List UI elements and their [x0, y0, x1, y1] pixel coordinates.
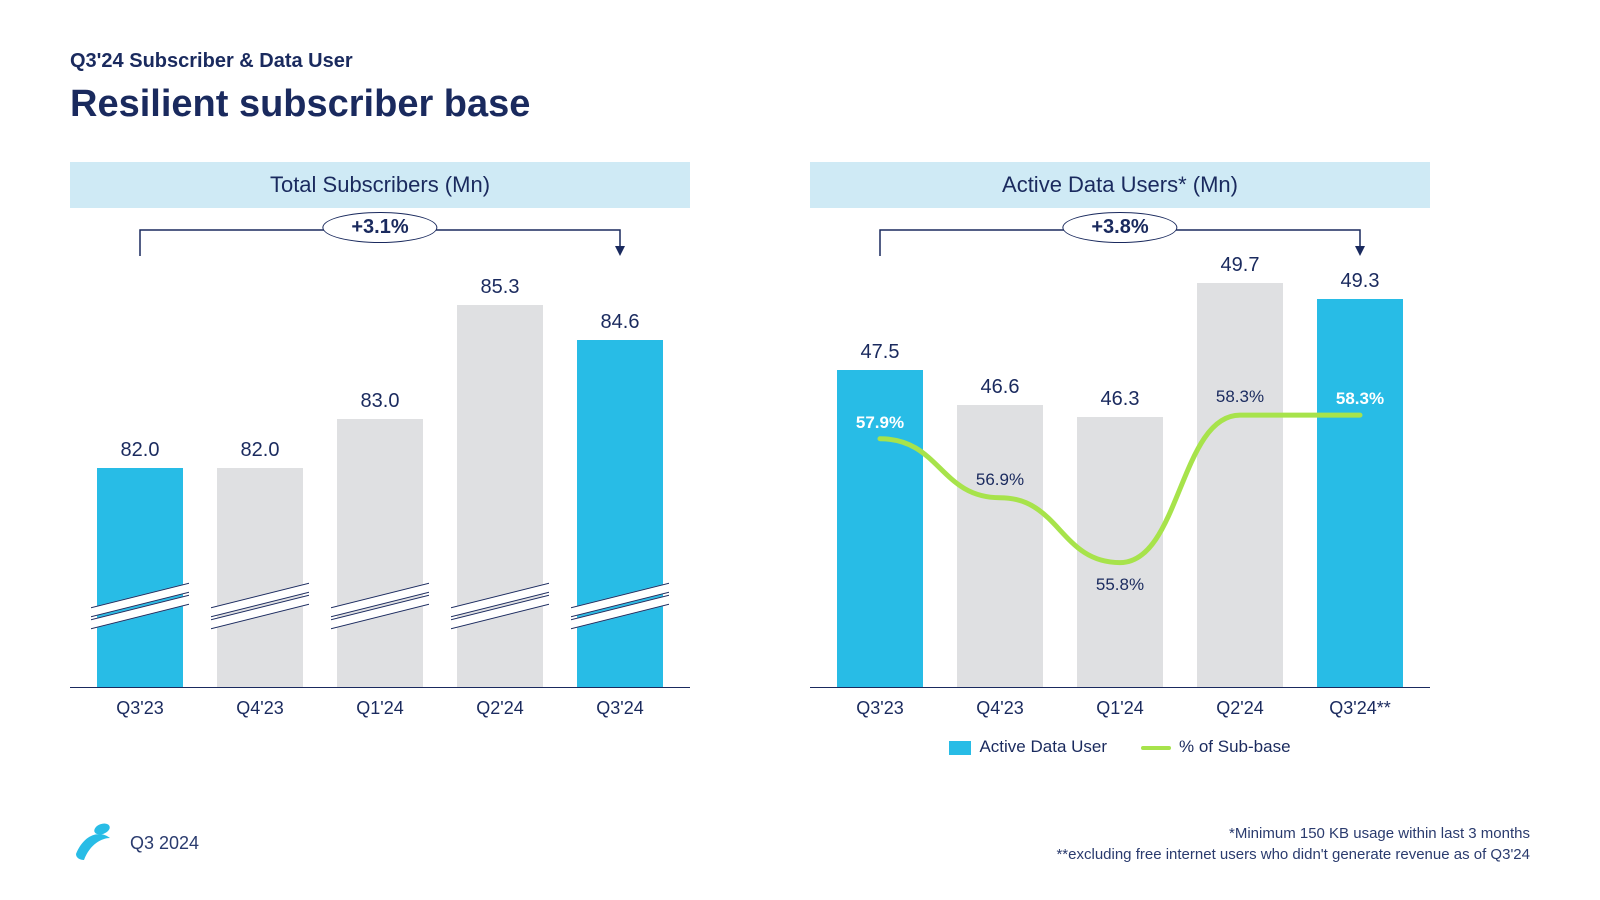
legend-line: % of Sub-base [1141, 737, 1291, 757]
x-tick-label: Q2'24 [454, 698, 546, 719]
bar: 46.6 [954, 376, 1046, 687]
x-axis: Q3'23 Q4'23 Q1'24 Q2'24 Q3'24 [70, 688, 690, 719]
slide: Q3'24 Subscriber & Data User Resilient s… [0, 0, 1600, 900]
brand: Q3 2024 [70, 820, 199, 866]
footnotes: *Minimum 150 KB usage within last 3 mont… [1056, 823, 1530, 867]
legend-bar: Active Data User [949, 737, 1107, 757]
x-tick-label: Q2'24 [1194, 698, 1286, 719]
charts-row: Total Subscribers (Mn) +3.1% 82.0 82.0 83.… [70, 162, 1530, 757]
axis-break-icon [451, 595, 549, 617]
bar-rect [957, 405, 1043, 687]
x-tick-label: Q4'23 [214, 698, 306, 719]
pct-label: 55.8% [1096, 575, 1144, 595]
bar: 47.5 [834, 341, 926, 687]
bar-value-label: 84.6 [601, 311, 640, 334]
footnote-2: **excluding free internet users who didn… [1056, 844, 1530, 866]
pct-label: 58.3% [1216, 387, 1264, 407]
bar-value-label: 46.6 [981, 376, 1020, 399]
bar-value-label: 46.3 [1101, 388, 1140, 411]
total-subscribers-panel: Total Subscribers (Mn) +3.1% 82.0 82.0 83.… [70, 162, 690, 757]
total-subscribers-plot: +3.1% 82.082.083.085.384.6 [70, 258, 690, 688]
x-tick-label: Q3'23 [834, 698, 926, 719]
bar: 84.6 [574, 311, 666, 687]
bar-rect [1077, 417, 1163, 687]
x-tick-label: Q1'24 [334, 698, 426, 719]
growth-label: +3.1% [322, 212, 437, 243]
bar-rect [457, 305, 543, 687]
footer: Q3 2024 *Minimum 150 KB usage within las… [70, 820, 1530, 866]
bar: 49.3 [1314, 270, 1406, 688]
x-tick-label: Q3'24** [1314, 698, 1406, 719]
bar-rect [337, 419, 423, 687]
kicker: Q3'24 Subscriber & Data User [70, 50, 1530, 73]
bar-value-label: 83.0 [361, 390, 400, 413]
panel-title: Active Data Users* (Mn) [810, 162, 1430, 208]
bar-value-label: 49.7 [1221, 254, 1260, 277]
active-data-users-plot: +3.8% 47.546.646.349.749.3 57.9%56.9%55.… [810, 258, 1430, 688]
bar-value-label: 47.5 [861, 341, 900, 364]
bar-value-label: 82.0 [121, 439, 160, 462]
bar-value-label: 49.3 [1341, 270, 1380, 293]
bar-rect [1317, 299, 1403, 688]
growth-annotation: +3.1% [70, 212, 690, 256]
axis-break-icon [211, 595, 309, 617]
bar: 85.3 [454, 276, 546, 687]
x-tick-label: Q3'23 [94, 698, 186, 719]
bar: 49.7 [1194, 254, 1286, 687]
x-tick-label: Q4'23 [954, 698, 1046, 719]
bar-rect [217, 468, 303, 687]
pct-label: 57.9% [856, 413, 904, 433]
bar-value-label: 85.3 [481, 276, 520, 299]
x-axis: Q3'23 Q4'23 Q1'24 Q2'24 Q3'24** [810, 688, 1430, 719]
footer-period: Q3 2024 [130, 833, 199, 854]
bar: 82.0 [214, 439, 306, 687]
bar-rect [97, 468, 183, 687]
bar-rect [577, 340, 663, 687]
pct-label: 56.9% [976, 470, 1024, 490]
x-tick-label: Q1'24 [1074, 698, 1166, 719]
page-title: Resilient subscriber base [70, 83, 1530, 126]
active-data-users-panel: Active Data Users* (Mn) +3.8% 47.5 46.6 46… [810, 162, 1430, 757]
footnote-1: *Minimum 150 KB usage within last 3 mont… [1056, 823, 1530, 845]
growth-annotation: +3.8% [810, 212, 1430, 256]
logo-icon [70, 820, 116, 866]
bar: 82.0 [94, 439, 186, 687]
bar: 46.3 [1074, 388, 1166, 687]
bar: 83.0 [334, 390, 426, 687]
legend: Active Data User % of Sub-base [810, 737, 1430, 757]
panel-title: Total Subscribers (Mn) [70, 162, 690, 208]
axis-break-icon [91, 595, 189, 617]
pct-label: 58.3% [1336, 389, 1384, 409]
x-tick-label: Q3'24 [574, 698, 666, 719]
axis-break-icon [331, 595, 429, 617]
bar-rect [1197, 283, 1283, 687]
bar-value-label: 82.0 [241, 439, 280, 462]
growth-label: +3.8% [1062, 212, 1177, 243]
axis-break-icon [571, 595, 669, 617]
